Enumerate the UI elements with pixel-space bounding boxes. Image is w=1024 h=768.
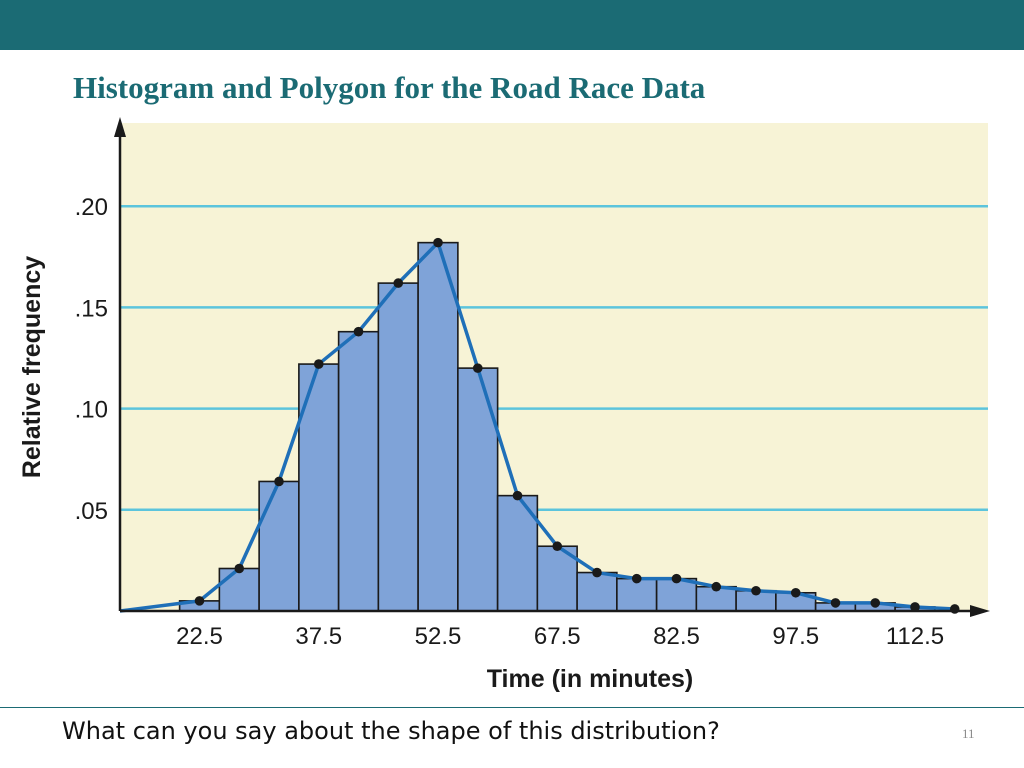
tick-labels: .05 .10 .15 .20 22.5 37.5 52.5 67.5 82.5 97.5 112.…	[75, 194, 945, 650]
histogram-bar	[337, 330, 380, 612]
polygon-point	[631, 573, 642, 584]
polygon-point	[393, 278, 404, 288]
polygon-point	[790, 587, 801, 598]
polygon-point	[194, 596, 205, 606]
x-tick-label: 67.5	[534, 623, 581, 650]
x-axis-arrow	[970, 605, 990, 617]
polygon-points	[194, 237, 960, 614]
polygon-point	[274, 476, 284, 487]
histogram-bar	[457, 367, 499, 612]
polygon-point	[234, 563, 245, 574]
y-tick-label: .05	[75, 498, 108, 525]
histogram-bar	[616, 577, 658, 612]
polygon-point	[353, 326, 364, 337]
polygon-point	[671, 573, 682, 584]
histogram-bar	[258, 480, 300, 612]
polygon-point	[910, 602, 920, 612]
y-axis-arrow	[114, 117, 126, 137]
polygon-point	[552, 541, 563, 552]
axes	[114, 117, 990, 617]
polygon-point	[472, 363, 483, 373]
x-tick-label: 112.5	[886, 623, 944, 650]
page-number: 11	[962, 726, 975, 741]
x-tick-label: 37.5	[295, 623, 342, 650]
plot-background	[120, 123, 988, 611]
polygon-point	[830, 598, 841, 608]
polygon-point	[949, 604, 960, 614]
gridlines	[120, 204, 988, 512]
y-tick-label: .15	[75, 295, 108, 322]
histogram-bar	[377, 282, 419, 612]
histogram-bar	[417, 241, 459, 612]
x-tick-label: 97.5	[772, 623, 819, 650]
x-tick-label: 82.5	[653, 623, 700, 650]
polygon-point	[433, 237, 443, 248]
header-bar	[0, 0, 1024, 50]
polygon-point	[313, 359, 324, 369]
x-axis-title: Time (in minutes)	[487, 665, 694, 693]
histogram-polygon-chart: .05 .10 .15 .20 22.5 37.5 52.5 67.5 82.5 97.5 112.…	[18, 117, 990, 693]
polygon-point	[751, 585, 761, 596]
slide-title: Histogram and Polygon for the Road Race …	[73, 70, 706, 105]
polygon-point	[512, 490, 523, 501]
x-tick-label: 22.5	[176, 623, 223, 650]
polygon-point	[870, 598, 881, 608]
polygon-point	[711, 581, 722, 592]
histogram-bar	[655, 577, 698, 612]
x-tick-label: 52.5	[415, 623, 462, 650]
footer-divider	[0, 707, 1024, 708]
y-axis-title: Relative frequency	[18, 256, 46, 478]
histogram-bar	[218, 567, 260, 612]
polygon-point	[592, 567, 602, 578]
y-tick-label: .20	[75, 194, 108, 221]
histogram-bar	[576, 571, 618, 612]
question-text: What can you say about the shape of this…	[62, 717, 720, 745]
y-tick-label: .10	[75, 397, 108, 424]
